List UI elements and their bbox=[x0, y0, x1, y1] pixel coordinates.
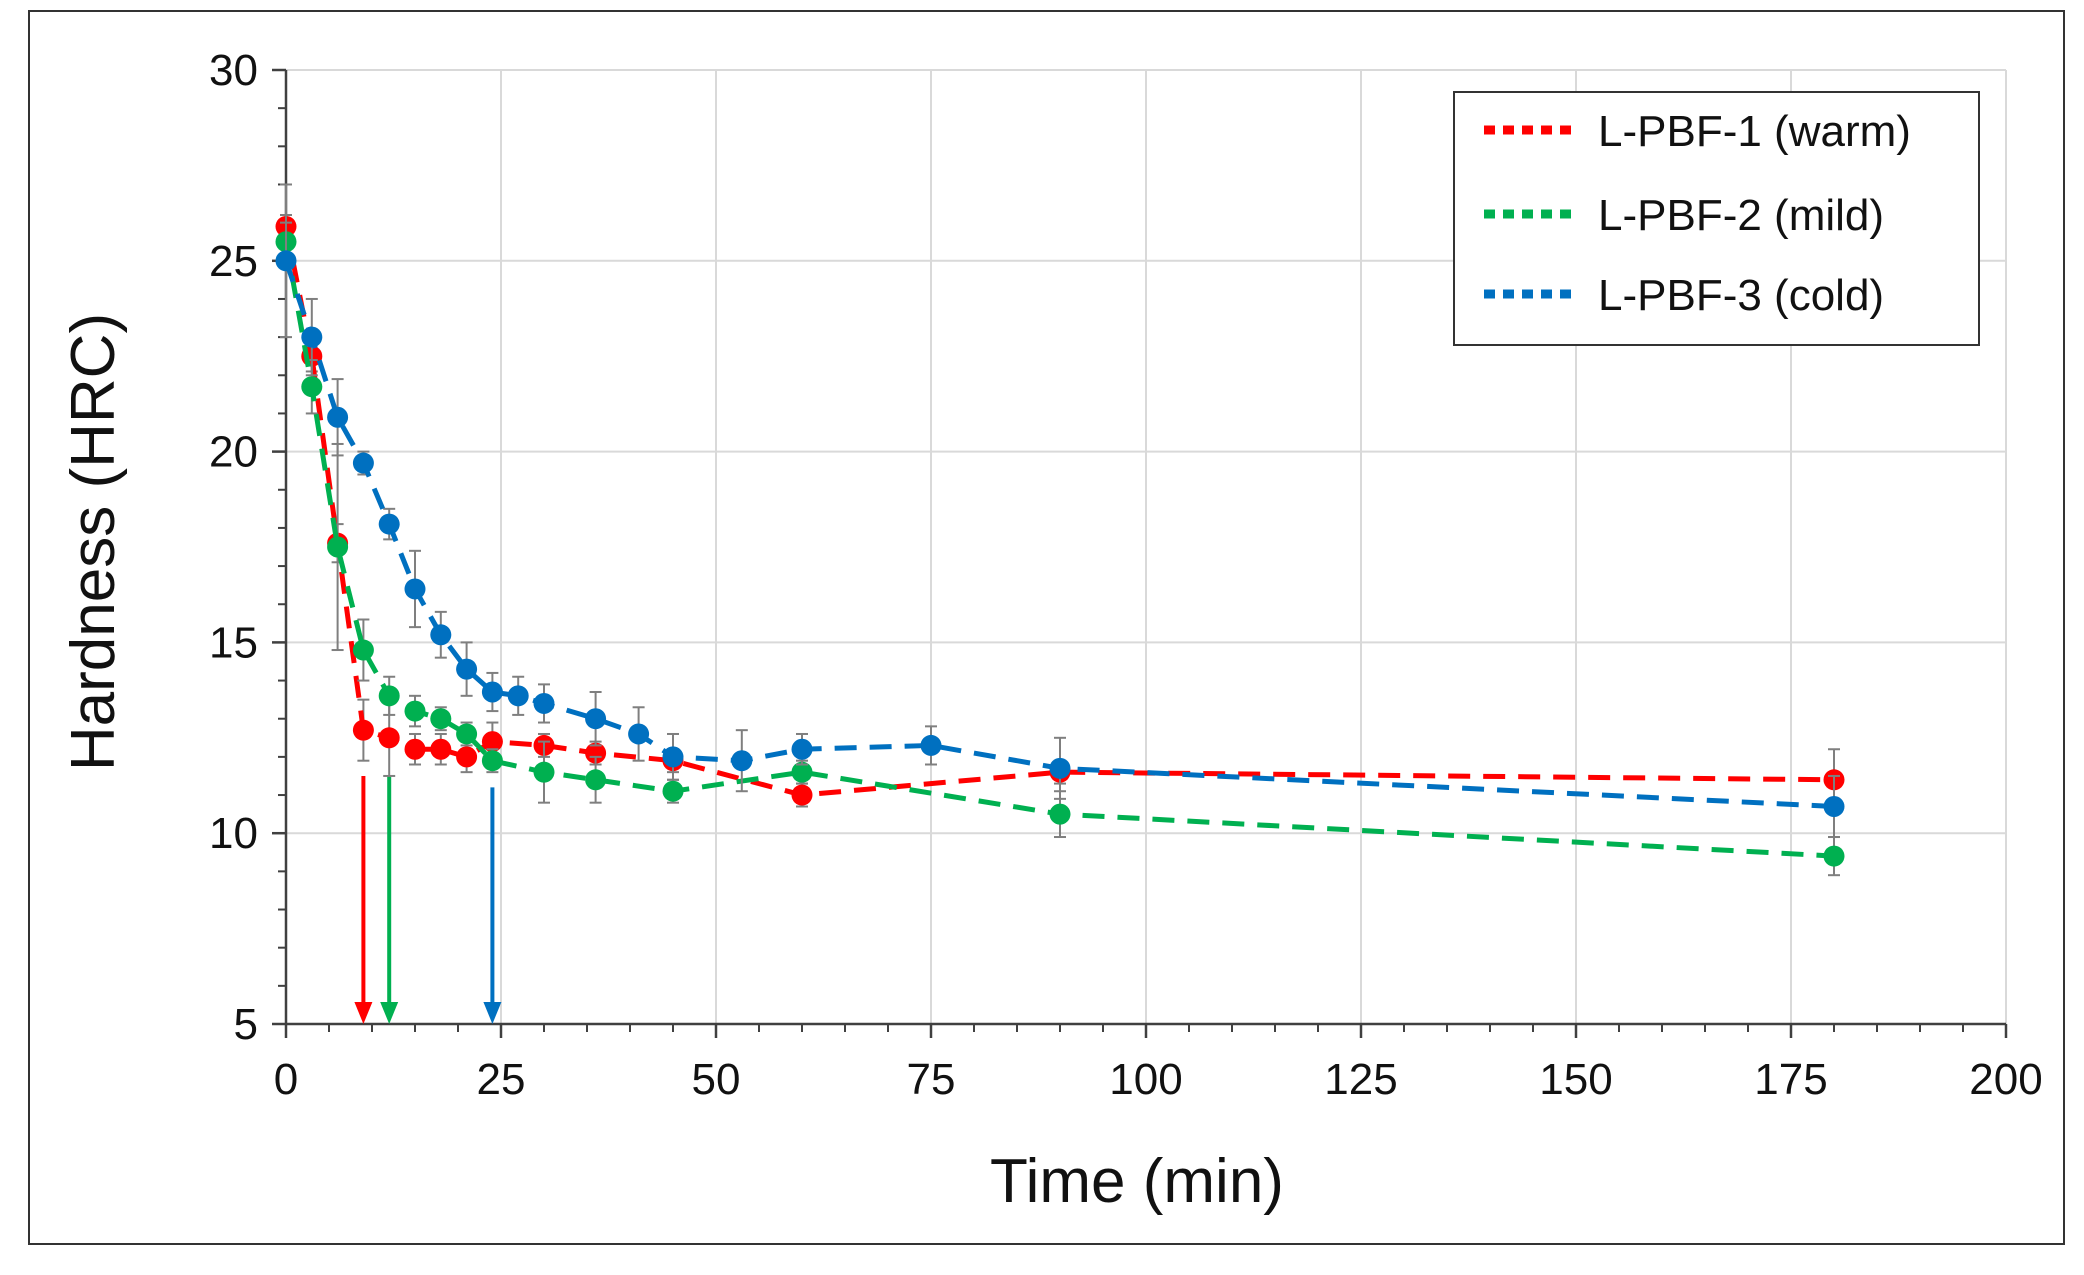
y-tick-label: 15 bbox=[209, 618, 258, 667]
data-point bbox=[1823, 795, 1845, 817]
series-2 bbox=[275, 221, 1845, 877]
x-axis-title: Time (min) bbox=[990, 1147, 1284, 1216]
data-point bbox=[533, 761, 555, 783]
x-tick-label: 50 bbox=[692, 1055, 741, 1104]
x-tick-label: 200 bbox=[1969, 1055, 2042, 1104]
data-point bbox=[533, 692, 555, 714]
data-point bbox=[585, 742, 607, 764]
data-point bbox=[481, 731, 503, 753]
axes: 5 10 15 20 25 30 0 25 50 75 100 125 150 175 200 bbox=[209, 46, 2043, 1104]
data-point bbox=[352, 719, 374, 741]
data-point bbox=[791, 738, 813, 760]
data-point bbox=[327, 536, 349, 558]
data-point bbox=[378, 727, 400, 749]
legend: L-PBF-1 (warm) L-PBF-2 (mild) L-PBF-3 (col… bbox=[1453, 91, 1980, 346]
data-point bbox=[430, 624, 452, 646]
y-tick-label: 10 bbox=[209, 809, 258, 858]
data-point bbox=[731, 750, 753, 772]
data-point bbox=[352, 452, 374, 474]
data-point bbox=[791, 784, 813, 806]
data-point bbox=[378, 513, 400, 535]
x-tick-label: 0 bbox=[274, 1055, 298, 1104]
series-line bbox=[283, 225, 1835, 798]
data-point bbox=[456, 658, 478, 680]
y-tick-label: 30 bbox=[209, 46, 258, 95]
data-point bbox=[481, 750, 503, 772]
y-axis-title: Hardness (HRC) bbox=[59, 313, 128, 771]
data-point bbox=[301, 326, 323, 348]
data-point bbox=[456, 723, 478, 745]
data-point bbox=[275, 250, 297, 272]
data-point bbox=[585, 769, 607, 791]
x-tick-label: 100 bbox=[1109, 1055, 1182, 1104]
data-point bbox=[920, 734, 942, 756]
data-point bbox=[662, 780, 684, 802]
y-tick-label: 25 bbox=[209, 237, 258, 286]
x-tick-label: 175 bbox=[1754, 1055, 1827, 1104]
data-point bbox=[456, 746, 478, 768]
data-point bbox=[352, 639, 374, 661]
y-tick-label: 20 bbox=[209, 428, 258, 477]
data-point bbox=[585, 708, 607, 730]
data-point bbox=[791, 761, 813, 783]
x-tick-label: 125 bbox=[1324, 1055, 1397, 1104]
x-tick-label: 25 bbox=[477, 1055, 526, 1104]
data-point bbox=[430, 708, 452, 730]
y-tick-label: 5 bbox=[234, 1000, 258, 1049]
data-point bbox=[662, 746, 684, 768]
data-point bbox=[1049, 803, 1071, 825]
legend-label-3: L-PBF-3 (cold) bbox=[1598, 271, 1884, 320]
x-tick-label: 75 bbox=[907, 1055, 956, 1104]
data-point bbox=[507, 685, 529, 707]
data-point bbox=[301, 376, 323, 398]
legend-label-2: L-PBF-2 (mild) bbox=[1598, 191, 1884, 240]
arrow-head-3 bbox=[483, 1002, 502, 1024]
series bbox=[275, 183, 1845, 877]
data-point bbox=[404, 738, 426, 760]
data-point bbox=[404, 578, 426, 600]
series-3 bbox=[275, 183, 1845, 839]
chart-frame: 5 10 15 20 25 30 0 25 50 75 100 125 150 175 200 L-PBF-… bbox=[28, 10, 2065, 1245]
data-point bbox=[378, 685, 400, 707]
arrow-head-2 bbox=[380, 1002, 399, 1024]
x-tick-label: 150 bbox=[1539, 1055, 1612, 1104]
arrow-head-1 bbox=[354, 1002, 373, 1024]
data-point bbox=[430, 738, 452, 760]
data-point bbox=[481, 681, 503, 703]
legend-label-1: L-PBF-1 (warm) bbox=[1598, 107, 1911, 156]
data-point bbox=[628, 723, 650, 745]
data-point bbox=[327, 406, 349, 428]
data-point bbox=[1823, 845, 1845, 867]
arrows bbox=[354, 775, 502, 1024]
data-point bbox=[1049, 757, 1071, 779]
data-point bbox=[404, 700, 426, 722]
